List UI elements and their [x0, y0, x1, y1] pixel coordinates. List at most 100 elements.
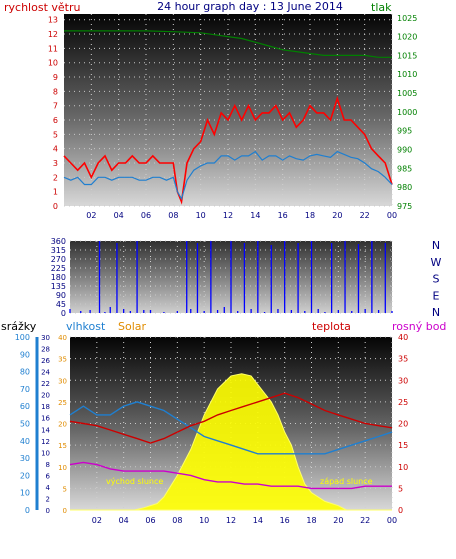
x-tick-label: 06	[145, 516, 155, 525]
series-2	[69, 241, 393, 313]
series-dew-line	[69, 461, 392, 490]
direction-tick-label: 270	[51, 255, 66, 264]
wind-tick-label: 6	[53, 116, 58, 125]
humidity-tick-label: 22	[41, 380, 50, 388]
x-tick-label: 00	[387, 516, 397, 525]
solar-tick-label: 25	[58, 399, 67, 407]
series-gust-line	[63, 95, 393, 205]
pressure-tick-label: 985	[397, 164, 412, 173]
series-temp-line	[69, 392, 393, 444]
temp-tick-label: 25	[398, 398, 408, 407]
pressure-tick-label: 980	[397, 183, 412, 192]
wind-tick-label: 7	[53, 102, 58, 111]
x-tick-label: 16	[278, 211, 288, 220]
rain-axis-title: srážky	[1, 320, 37, 333]
axes-3: 02 04 06 08 10 12 14 16 18 20 22 000510152025303540…	[15, 333, 408, 525]
temp-tick-label: 10	[398, 463, 408, 472]
humidity-tick-label: 14	[41, 426, 50, 434]
direction-tick-label: 180	[51, 273, 66, 282]
rain-tick-label: 100	[15, 333, 30, 342]
pressure-tick-label: 975	[397, 202, 412, 211]
x-tick-label: 14	[250, 211, 260, 220]
direction-tick-label: 0	[61, 309, 66, 318]
wind-tick-label: 8	[53, 87, 58, 96]
grid-1	[64, 14, 393, 207]
humidity-tick-label: 4	[46, 484, 51, 492]
series-3	[69, 373, 393, 511]
x-tick-label: 08	[168, 211, 178, 220]
rain-tick-label: 80	[20, 368, 30, 377]
humidity-tick-label: 30	[41, 334, 50, 342]
x-tick-label: 00	[387, 211, 397, 220]
solar-tick-label: 15	[58, 442, 67, 450]
temp-tick-label: 35	[398, 355, 408, 364]
pressure-tick-label: 1020	[397, 33, 417, 42]
x-tick-label: 06	[141, 211, 151, 220]
x-tick-label: 02	[86, 211, 96, 220]
rain-tick-label: 90	[20, 350, 30, 359]
wind-axis-title: rychlost větru	[4, 1, 80, 14]
x-tick-label: 22	[360, 516, 370, 525]
compass-label: N	[432, 239, 440, 252]
series-solar-area	[70, 373, 392, 511]
wind-tick-label: 2	[53, 173, 58, 182]
humidity-tick-label: 2	[46, 495, 50, 503]
rain-tick-label: 50	[20, 420, 30, 429]
x-tick-label: 14	[253, 516, 263, 525]
temp-tick-label: 5	[398, 484, 403, 493]
rain-tick-label: 40	[20, 437, 30, 446]
x-tick-label: 20	[333, 516, 343, 525]
sunset-label: západ slunce	[320, 477, 373, 486]
humidity-tick-label: 18	[41, 403, 50, 411]
wind-tick-label: 10	[48, 59, 58, 68]
direction-tick-label: 360	[51, 237, 66, 246]
humidity-tick-label: 6	[46, 472, 51, 480]
direction-tick-label: 90	[56, 291, 66, 300]
x-tick-label: 20	[332, 211, 342, 220]
pressure-tick-label: 1015	[397, 51, 417, 60]
direction-tick-label: 225	[51, 264, 66, 273]
x-tick-label: 18	[305, 211, 315, 220]
direction-tick-label: 135	[51, 282, 66, 291]
x-tick-label: 04	[119, 516, 129, 525]
series-humidity-line	[69, 401, 393, 455]
temp-tick-label: 30	[398, 376, 408, 385]
direction-tick-label: 315	[51, 246, 66, 255]
rain-tick-label: 70	[20, 385, 30, 394]
x-tick-label: 04	[114, 211, 124, 220]
humidity-tick-label: 26	[41, 357, 50, 365]
solar-tick-label: 35	[58, 356, 67, 364]
pressure-tick-label: 1025	[397, 14, 417, 23]
humidity-axis-title: vlhkost	[66, 320, 106, 333]
solar-tick-label: 5	[63, 485, 67, 493]
humidity-tick-label: 0	[46, 507, 50, 515]
humidity-tick-label: 12	[41, 438, 50, 446]
temp-tick-label: 0	[398, 506, 403, 515]
solar-axis-title: Solar	[118, 320, 147, 333]
solar-tick-label: 30	[58, 377, 67, 385]
wind-tick-label: 12	[48, 30, 58, 39]
x-tick-label: 08	[172, 516, 182, 525]
x-tick-label: 12	[223, 211, 233, 220]
rain-tick-label: 10	[20, 489, 30, 498]
solar-tick-label: 20	[58, 421, 67, 429]
humidity-tick-label: 28	[41, 346, 50, 354]
series-1	[63, 30, 393, 205]
wind-tick-label: 0	[53, 202, 58, 211]
humidity-tick-label: 16	[41, 415, 50, 423]
pressure-tick-label: 995	[397, 127, 412, 136]
wind-tick-label: 9	[53, 73, 58, 82]
x-tick-label: 22	[360, 211, 370, 220]
pressure-axis-title: tlak	[371, 1, 392, 14]
rain-tick-label: 60	[20, 402, 30, 411]
temp-tick-label: 40	[398, 333, 408, 342]
solar-tick-label: 10	[58, 464, 67, 472]
direction-tick-label: 45	[56, 300, 66, 309]
x-tick-label: 16	[280, 516, 290, 525]
temp-axis-title: teplota	[312, 320, 351, 333]
sunrise-label: východ slunce	[106, 477, 163, 486]
pressure-tick-label: 1005	[397, 89, 417, 98]
